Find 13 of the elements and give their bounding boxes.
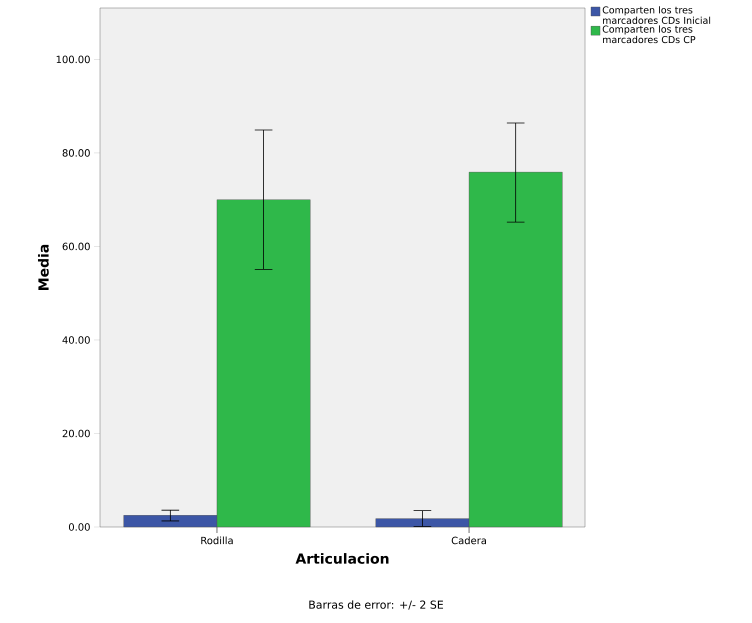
y-tick-label: 0.00 [68, 523, 90, 531]
y-tick-label: 100.00 [56, 56, 90, 64]
y-tick-label: 80.00 [62, 149, 90, 157]
x-axis-title: Articulacion [296, 553, 388, 564]
legend-label: Comparten los tres marcadores CDs Inicial [602, 6, 710, 24]
y-tick-label: 40.00 [62, 336, 90, 344]
y-axis-title: Media [38, 244, 49, 290]
x-tick-label: Rodilla [201, 536, 233, 544]
y-tick-label: 20.00 [62, 430, 90, 438]
x-tick-label: Cadera [452, 536, 486, 544]
legend-label: Comparten los tres marcadores CDs CP [602, 25, 696, 44]
y-tick-label: 60.00 [62, 242, 90, 250]
text: Barras de error: +/- 2 SE [309, 600, 444, 610]
